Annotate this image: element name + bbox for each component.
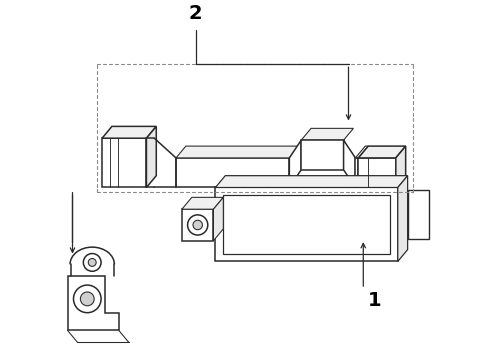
Circle shape (74, 285, 101, 313)
Circle shape (88, 258, 96, 266)
Polygon shape (290, 140, 301, 188)
Text: 1: 1 (368, 291, 382, 310)
Polygon shape (398, 176, 408, 261)
Polygon shape (102, 138, 147, 188)
Polygon shape (358, 146, 406, 158)
Polygon shape (358, 158, 396, 188)
Polygon shape (68, 276, 119, 330)
Polygon shape (147, 126, 156, 188)
Polygon shape (301, 140, 343, 170)
Polygon shape (355, 158, 358, 188)
Circle shape (188, 215, 208, 235)
Polygon shape (176, 146, 299, 158)
Polygon shape (396, 146, 406, 188)
Circle shape (83, 253, 101, 271)
Text: 2: 2 (189, 4, 202, 23)
Polygon shape (223, 195, 390, 253)
Polygon shape (408, 190, 429, 239)
Polygon shape (182, 197, 223, 209)
Polygon shape (343, 140, 355, 188)
Polygon shape (182, 209, 214, 241)
Polygon shape (355, 146, 368, 158)
Polygon shape (102, 126, 156, 138)
Circle shape (80, 292, 94, 306)
Polygon shape (216, 188, 398, 261)
Polygon shape (216, 176, 408, 188)
Circle shape (193, 220, 202, 230)
Polygon shape (176, 158, 290, 188)
Polygon shape (214, 197, 223, 241)
Polygon shape (301, 129, 353, 140)
